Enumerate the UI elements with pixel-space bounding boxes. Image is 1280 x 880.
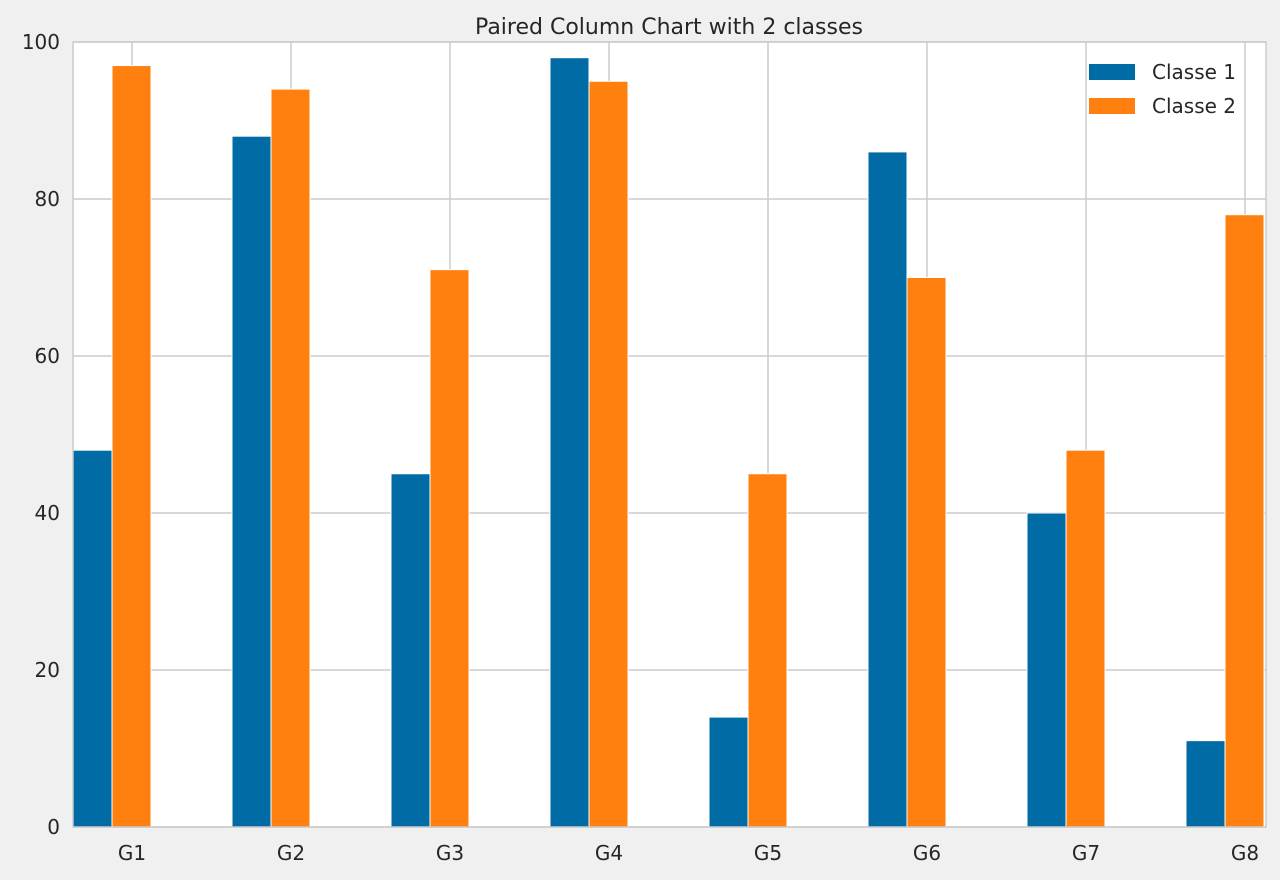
legend-label: Classe 2 [1152, 94, 1236, 118]
x-axis: G1 G2 G3 G4 G5 G6 G7 G8 [118, 841, 1259, 865]
bar-2-g5 [747, 473, 788, 828]
bar-2-g3 [429, 269, 470, 828]
y-tick-label: 100 [22, 30, 60, 54]
bar-2-g7 [1065, 449, 1106, 828]
x-tick-label: G1 [118, 841, 146, 865]
y-axis: 0 20 40 60 80 100 [22, 30, 60, 839]
bar-1-g6 [867, 151, 908, 828]
y-tick-label: 60 [35, 344, 60, 368]
legend-label: Classe 1 [1152, 60, 1236, 84]
bar-2-g4 [588, 80, 629, 828]
legend: Classe 1 Classe 2 [1089, 60, 1236, 118]
bar-2-g8 [1224, 214, 1265, 828]
legend-swatch [1089, 64, 1135, 80]
x-tick-label: G7 [1072, 841, 1100, 865]
x-tick-label: G8 [1231, 841, 1259, 865]
bar-1-g5 [708, 716, 749, 828]
chart-title: Paired Column Chart with 2 classes [475, 15, 863, 40]
bar-1-g4 [549, 57, 590, 828]
y-tick-label: 80 [35, 187, 60, 211]
bar-2-g1 [111, 65, 152, 828]
bar-2-g6 [906, 277, 947, 828]
x-tick-label: G5 [754, 841, 782, 865]
x-tick-label: G2 [277, 841, 305, 865]
bar-1-g7 [1026, 512, 1067, 828]
y-tick-label: 20 [35, 658, 60, 682]
y-tick-label: 40 [35, 501, 60, 525]
x-tick-label: G4 [595, 841, 623, 865]
x-tick-label: G3 [436, 841, 464, 865]
bar-1-g3 [390, 473, 431, 828]
bar-1-g2 [231, 135, 272, 828]
bar-2-g2 [270, 88, 311, 828]
bar-1-g1 [72, 449, 113, 828]
bar-1-g8 [1185, 740, 1226, 828]
legend-swatch [1089, 98, 1135, 114]
y-tick-label: 0 [47, 815, 60, 839]
x-tick-label: G6 [913, 841, 941, 865]
bars [72, 57, 1265, 828]
plot-frame [72, 41, 1267, 828]
